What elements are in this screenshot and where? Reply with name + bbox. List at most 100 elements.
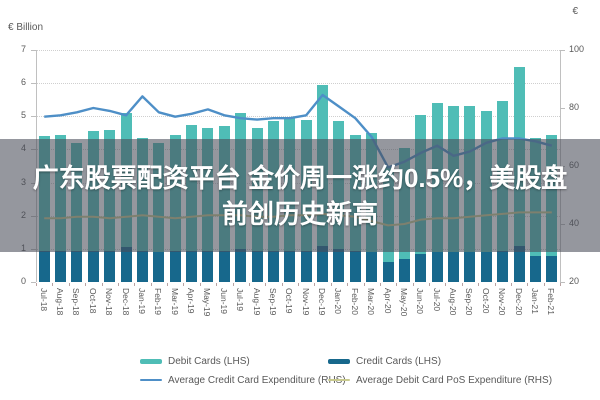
x-tickmark xyxy=(52,283,54,286)
left-axis-tick-6: 6 xyxy=(20,77,26,88)
right-tickmark xyxy=(560,108,565,109)
x-tickmark xyxy=(298,283,299,286)
x-tickmark xyxy=(150,283,152,286)
x-tickmark xyxy=(396,283,398,286)
x-tickmark xyxy=(68,283,70,286)
left-tickmark xyxy=(31,116,36,118)
credit-bar-Nov-18 xyxy=(104,250,116,282)
x-tickmark xyxy=(429,283,430,286)
legend-swatch xyxy=(140,378,162,382)
left-tickmark xyxy=(31,282,36,283)
right-tickmark xyxy=(560,50,565,51)
legend-label: Debit Cards (LHS) xyxy=(168,355,250,367)
x-tickmark xyxy=(248,283,250,286)
credit-bar-Sep-19 xyxy=(267,250,279,282)
credit-bar-Dec-18 xyxy=(120,247,132,282)
x-tickmark xyxy=(347,283,349,286)
credit-bar-Jan-20 xyxy=(333,248,345,282)
credit-bar-Sep-20 xyxy=(464,252,476,282)
x-tickmark xyxy=(510,283,512,286)
left-axis-tick-7: 7 xyxy=(20,44,26,54)
credit-bar-Aug-19 xyxy=(251,250,263,282)
credit-bar-Nov-20 xyxy=(497,250,509,282)
legend-item-average-credit-card-expenditure-rhs-: Average Credit Card Expenditure (RHS) xyxy=(140,374,346,386)
left-axis-tick-0: 0 xyxy=(20,276,26,286)
right-axis-tick-100: 100 xyxy=(569,44,585,54)
x-tickmark xyxy=(232,283,234,286)
credit-bar-Mar-19 xyxy=(169,250,181,282)
x-tickmark xyxy=(265,283,267,286)
legend-swatch xyxy=(328,378,350,382)
x-tickmark xyxy=(461,283,463,286)
x-tickmark xyxy=(527,283,529,286)
x-tickmark xyxy=(167,283,168,286)
credit-bar-Apr-20 xyxy=(382,262,394,282)
news-headline-overlay: 广东股票配资平台 金价周一涨约0.5%，美股盘 前创历史新高 xyxy=(0,139,600,252)
credit-bar-Jun-19 xyxy=(218,250,230,282)
legend-label: Credit Cards (LHS) xyxy=(356,355,442,367)
x-tickmark xyxy=(445,283,447,286)
legend-item-debit-cards-lhs-: Debit Cards (LHS) xyxy=(140,355,250,367)
x-tickmark xyxy=(85,283,87,286)
left-axis-title: € Billion xyxy=(8,22,44,33)
gridline xyxy=(36,83,560,85)
legend-label: Average Credit Card Expenditure (RHS) xyxy=(168,374,346,386)
credit-bar-Apr-19 xyxy=(186,250,198,282)
x-tickmark xyxy=(183,283,185,286)
x-tickmark xyxy=(478,283,480,286)
credit-bar-May-20 xyxy=(398,258,410,282)
legend-swatch xyxy=(328,358,350,364)
legend-item-average-debit-card-pos-expenditure-rhs-: Average Debit Card PoS Expenditure (RHS) xyxy=(328,374,552,386)
x-tickmark xyxy=(494,283,496,286)
x-tickmark xyxy=(560,283,561,286)
credit-bar-Feb-20 xyxy=(349,250,361,282)
x-tickmark xyxy=(330,283,332,286)
credit-bar-Aug-20 xyxy=(448,252,460,282)
credit-bar-Jun-20 xyxy=(415,253,427,282)
credit-bar-Oct-20 xyxy=(480,252,492,282)
x-tickmark xyxy=(314,283,316,286)
credit-bar-Sep-18 xyxy=(71,250,83,282)
x-tickmark xyxy=(36,283,37,286)
left-axis-tick-5: 5 xyxy=(20,110,26,121)
credit-bar-Aug-18 xyxy=(55,250,67,282)
legend-label: Average Debit Card PoS Expenditure (RHS) xyxy=(356,374,553,386)
credit-bar-Dec-20 xyxy=(513,245,525,282)
x-tickmark xyxy=(134,283,136,286)
right-axis-tick-20: 20 xyxy=(569,276,580,286)
gridline xyxy=(36,50,560,51)
x-tickmark xyxy=(412,283,414,286)
left-tickmark xyxy=(31,83,36,85)
credit-bar-Jan-21 xyxy=(529,255,541,282)
credit-bar-Jul-18 xyxy=(38,250,50,282)
x-tickmark xyxy=(117,283,119,286)
x-tickmark xyxy=(216,283,218,286)
credit-bar-Jan-19 xyxy=(136,250,148,282)
credit-bar-Oct-18 xyxy=(87,250,99,282)
headline-line-1: 广东股票配资平台 金价周一涨约0.5%，美股盘 xyxy=(32,162,568,193)
credit-bar-Feb-21 xyxy=(546,255,558,282)
credit-bar-Feb-19 xyxy=(153,252,165,282)
left-tickmark xyxy=(31,50,36,51)
legend-item-credit-cards-lhs-: Credit Cards (LHS) xyxy=(328,355,441,367)
x-tickmark xyxy=(543,283,545,286)
legend-swatch xyxy=(140,358,162,364)
credit-bar-May-19 xyxy=(202,250,214,282)
credit-bar-Jul-19 xyxy=(235,248,247,282)
x-tickmark xyxy=(363,283,365,286)
right-axis-title: € xyxy=(572,6,578,17)
x-tickmark xyxy=(281,283,283,286)
x-tickmark xyxy=(101,283,103,286)
headline-line-2: 前创历史新高 xyxy=(221,198,378,229)
x-tickmark xyxy=(199,283,201,286)
credit-bar-Nov-19 xyxy=(300,250,312,282)
credit-bar-Jul-20 xyxy=(431,252,443,282)
credit-bar-Dec-19 xyxy=(317,245,329,282)
right-tickmark xyxy=(560,282,565,283)
right-axis-tick-80: 80 xyxy=(569,102,580,112)
credit-bar-Mar-20 xyxy=(366,252,378,282)
credit-bar-Oct-19 xyxy=(284,250,296,282)
x-tickmark xyxy=(379,283,381,286)
